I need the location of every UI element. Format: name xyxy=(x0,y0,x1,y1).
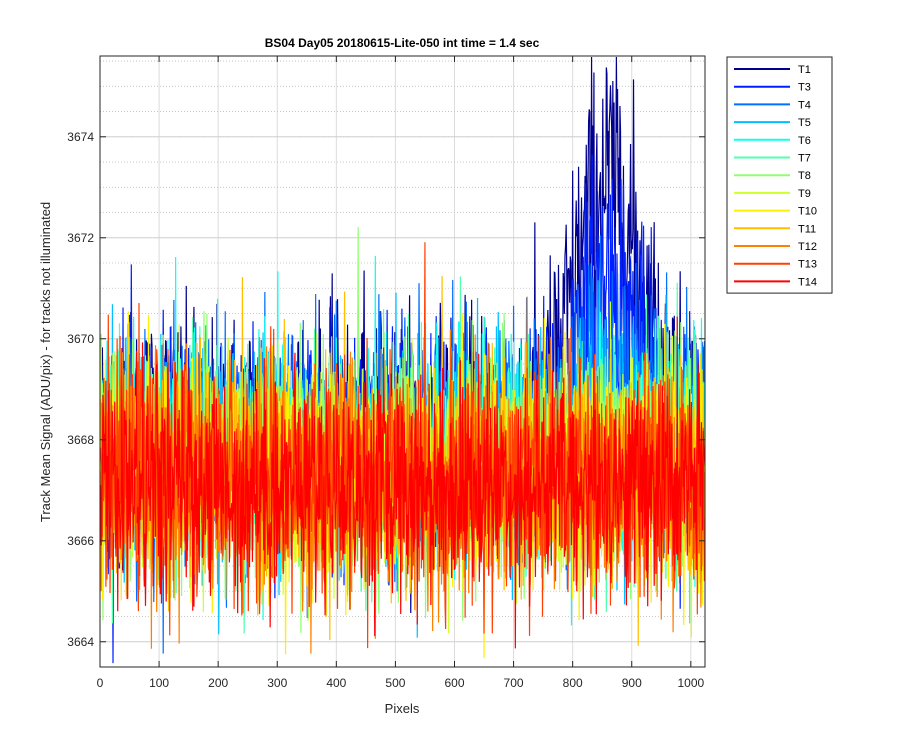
legend-label-t9: T9 xyxy=(798,188,811,200)
x-tick-label: 0 xyxy=(97,676,104,690)
x-axis-label: Pixels xyxy=(385,701,420,716)
legend-label-t14: T14 xyxy=(798,276,817,288)
legend-label-t5: T5 xyxy=(798,117,811,129)
y-tick-label: 3672 xyxy=(67,231,94,245)
x-tick-label: 800 xyxy=(563,676,583,690)
chart-title: BS04 Day05 20180615-Lite-050 int time = … xyxy=(265,36,540,50)
legend-label-t4: T4 xyxy=(798,99,811,111)
x-tick-label: 900 xyxy=(622,676,642,690)
legend-label-t13: T13 xyxy=(798,259,817,271)
x-tick-label: 1000 xyxy=(677,676,704,690)
legend-label-t6: T6 xyxy=(798,135,811,147)
x-tick-label: 700 xyxy=(504,676,524,690)
legend-label-t7: T7 xyxy=(798,153,811,165)
series-layer xyxy=(100,57,705,664)
axes xyxy=(99,55,706,668)
legend-label-t8: T8 xyxy=(798,170,811,182)
x-tick-label: 200 xyxy=(208,676,228,690)
x-tick-label: 500 xyxy=(385,676,405,690)
y-tick-label: 3674 xyxy=(67,130,94,144)
legend-label-t11: T11 xyxy=(798,223,816,235)
series-line-t14 xyxy=(100,316,705,649)
y-axis-ticks: 3664 3666 3668 3670 3672 3674 xyxy=(67,130,705,649)
y-axis-label: Track Mean Signal (ADU/pix) - for tracks… xyxy=(38,202,53,522)
y-tick-label: 3664 xyxy=(67,635,94,649)
legend-label-t10: T10 xyxy=(798,206,817,218)
x-tick-label: 600 xyxy=(444,676,464,690)
axes-box xyxy=(99,55,706,668)
legend: T1 T3 T4 T5 T6 T7 T8 T9 T10 T11 T12 T13 T14 xyxy=(726,56,833,294)
x-tick-label: 400 xyxy=(326,676,346,690)
x-axis-ticks: 0 100 200 300 400 500 600 700 800 900 1000 xyxy=(97,56,704,690)
x-tick-label: 100 xyxy=(149,676,169,690)
y-tick-label: 3668 xyxy=(67,433,94,447)
y-tick-label: 3670 xyxy=(67,332,94,346)
x-tick-label: 300 xyxy=(267,676,287,690)
legend-label-t1: T1 xyxy=(798,64,811,76)
y-tick-label: 3666 xyxy=(67,534,94,548)
legend-label-t3: T3 xyxy=(798,82,811,94)
legend-label-t12: T12 xyxy=(798,241,817,253)
